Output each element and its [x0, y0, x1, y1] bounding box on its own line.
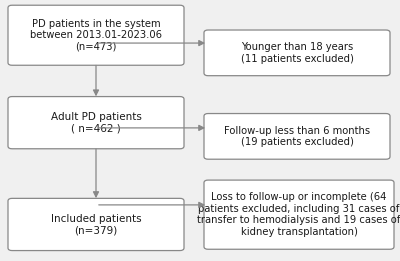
Text: PD patients in the system
between 2013.01-2023.06
(n=473): PD patients in the system between 2013.0… — [30, 19, 162, 52]
Text: Loss to follow-up or incomplete (64
patients excluded, including 31 cases of
tra: Loss to follow-up or incomplete (64 pati… — [197, 192, 400, 237]
Text: Younger than 18 years
(11 patients excluded): Younger than 18 years (11 patients exclu… — [240, 42, 354, 64]
FancyBboxPatch shape — [8, 97, 184, 149]
FancyBboxPatch shape — [8, 198, 184, 251]
Text: Adult PD patients
( n=462 ): Adult PD patients ( n=462 ) — [50, 112, 142, 133]
FancyBboxPatch shape — [8, 5, 184, 65]
Text: Included patients
(n=379): Included patients (n=379) — [51, 214, 141, 235]
Text: Follow-up less than 6 months
(19 patients excluded): Follow-up less than 6 months (19 patient… — [224, 126, 370, 147]
FancyBboxPatch shape — [204, 180, 394, 249]
FancyBboxPatch shape — [204, 30, 390, 76]
FancyBboxPatch shape — [204, 114, 390, 159]
